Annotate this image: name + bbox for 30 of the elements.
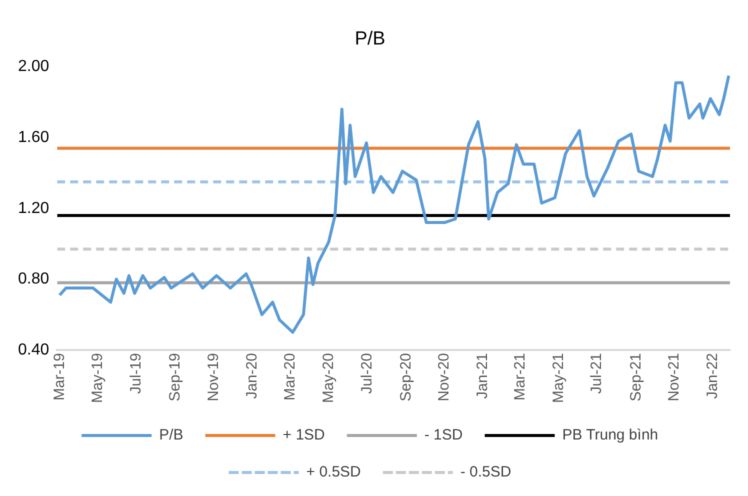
y-tick-label: 2.00 bbox=[18, 58, 50, 76]
x-tick-label: May-21 bbox=[550, 352, 567, 404]
x-tick-label: May-19 bbox=[89, 352, 106, 404]
y-tick-label: 1.20 bbox=[18, 200, 50, 217]
x-tick-label: Jul-19 bbox=[128, 352, 145, 394]
legend-label: - 0.5SD bbox=[460, 464, 512, 481]
x-tick-label: Nov-21 bbox=[666, 352, 683, 402]
x-tick-label: Jan-20 bbox=[244, 352, 261, 399]
x-tick-label: Mar-20 bbox=[281, 352, 298, 400]
x-tick-label: Nov-20 bbox=[436, 352, 453, 402]
x-tick-label: Jan-22 bbox=[704, 352, 722, 399]
x-tick-label: May-20 bbox=[320, 352, 337, 404]
x-tick-label: Mar-21 bbox=[511, 352, 528, 400]
x-tick-label: Nov-19 bbox=[205, 352, 222, 402]
y-tick-label: 0.40 bbox=[18, 341, 50, 358]
legend-label: P/B bbox=[159, 426, 184, 444]
legend-label: - 1SD bbox=[424, 426, 463, 444]
y-tick-label: 0.80 bbox=[18, 270, 50, 288]
y-tick-label: 1.60 bbox=[18, 129, 50, 146]
x-tick-label: Jan-21 bbox=[474, 352, 492, 399]
legend-label: + 1SD bbox=[282, 426, 326, 444]
x-tick-label: Sep-20 bbox=[397, 352, 414, 402]
x-tick-label: Jul-21 bbox=[588, 352, 606, 394]
x-tick-label: Sep-21 bbox=[627, 352, 644, 402]
x-tick-label: Sep-19 bbox=[166, 352, 184, 402]
chart-title: P/B bbox=[354, 28, 386, 50]
x-tick-label: Mar-19 bbox=[50, 352, 68, 400]
legend-label: PB Trung bình bbox=[562, 426, 658, 444]
legend-label: + 0.5SD bbox=[306, 464, 362, 481]
x-tick-label: Jul-20 bbox=[358, 352, 376, 394]
